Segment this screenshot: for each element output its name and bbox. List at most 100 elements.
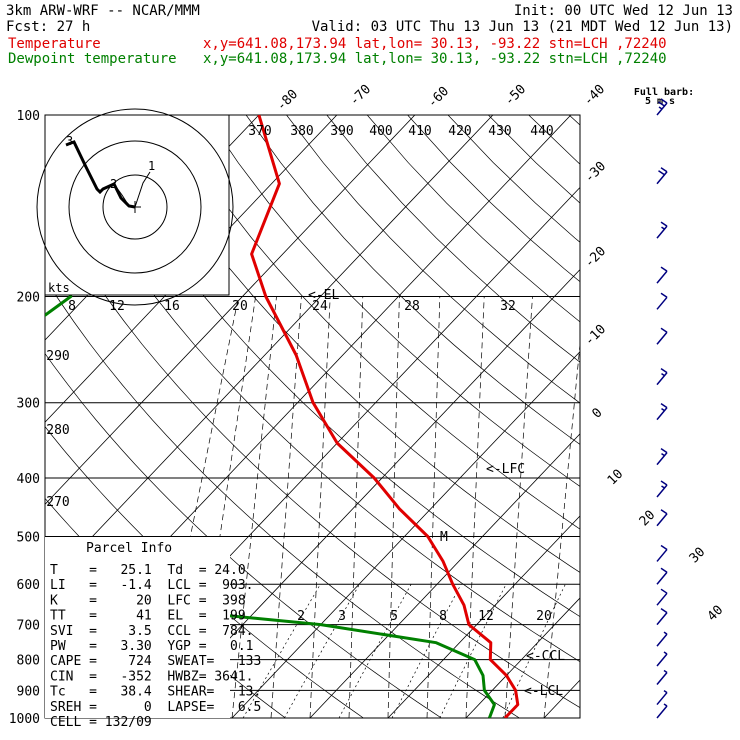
dry-adiabat-390 (326, 115, 580, 363)
parcel-info-row: SREH = 0 LAPSE= 6.5 (50, 700, 261, 715)
dry-adiabat-370 (245, 115, 580, 445)
wind-barb (656, 689, 668, 706)
mixing-ratio-line-3 (284, 584, 360, 718)
moist-adiabat-25 (504, 296, 533, 718)
ring-label-16: 16 (164, 299, 180, 314)
mixing-ratio-line-8 (391, 584, 462, 718)
parcel-info-row: CIN = -352 HWBZ= 3641. (50, 669, 254, 684)
dry-adiabat-400 (366, 115, 580, 323)
dry-adiabat-320 (45, 115, 580, 663)
hodograph-point-2: 2 (110, 177, 117, 191)
isotherm-label--40: -40 (581, 82, 608, 109)
theta-label-410: 410 (408, 124, 431, 139)
parcel-info-box: Parcel Info T = 25.1 Td = 24.0LI = -1.4 … (45, 537, 261, 730)
dry-adiabat-380 (286, 115, 580, 404)
mixing-ratio-line-5 (338, 584, 412, 718)
moist-adiabat--10 (231, 296, 277, 718)
dry-adiabat-440 (528, 115, 580, 165)
parcel-info-row: PW = 3.30 YGP = 0.1 (50, 639, 254, 654)
wind-barb (656, 368, 668, 386)
dry-adiabat-330 (84, 115, 580, 618)
theta-label-420: 420 (448, 124, 471, 139)
wind-barb (656, 703, 668, 719)
dry-adiabat-300 (45, 277, 520, 718)
hodograph-point-3: 3 (66, 134, 73, 148)
pressure-label-900: 900 (17, 684, 40, 699)
wind-barb (656, 266, 668, 284)
isotherm-label-0: 0 (589, 405, 605, 421)
hodograph: kts 1 2 3 (36, 108, 234, 306)
ring-label-28: 28 (404, 299, 420, 314)
wind-barb (656, 631, 668, 647)
el-marker: <-EL (308, 288, 339, 303)
isotherm-label--60: -60 (425, 84, 452, 111)
isotherm-label--30: -30 (582, 159, 609, 186)
moist-adiabat-35 (583, 297, 641, 719)
moist-adiabat-15 (426, 296, 441, 718)
isotherm-labels-right: -30 -20 -10 0 10 20 30 40 (582, 159, 726, 624)
theta-label-270: 270 (46, 495, 69, 510)
pressure-label-100: 100 (17, 109, 40, 124)
mixing-ratio-2: 2 (297, 609, 305, 624)
isotherm-label--70: -70 (347, 82, 374, 109)
theta-label-390: 390 (330, 124, 353, 139)
pressure-label-500: 500 (17, 530, 40, 545)
mixing-ratio-3: 3 (338, 609, 346, 624)
isotherm-label-20: 20 (637, 508, 659, 530)
pressure-label-600: 600 (17, 578, 40, 593)
temperature-station-info: x,y=641.08,173.94 lat,lon= 30.13, -93.22… (203, 36, 667, 52)
moist-adiabat-20 (465, 296, 485, 718)
dry-adiabat-410 (407, 115, 580, 283)
ccl-marker: <-CCL (526, 649, 565, 664)
wind-barb (656, 588, 668, 606)
pressure-label-800: 800 (17, 654, 40, 669)
isotherm--60 (45, 115, 416, 505)
isotherm--70 (45, 115, 338, 423)
isotherm-label-10: 10 (605, 467, 627, 489)
lfc-marker: <-LFC (486, 462, 525, 477)
wind-barb (656, 292, 668, 310)
hodograph-point-1: 1 (148, 159, 155, 173)
theta-label-440: 440 (530, 124, 553, 139)
parcel-info-row: SVI = 3.5 CCL = 784. (50, 624, 254, 639)
theta-labels-top: 370 380 390 400 410 420 430 440 (248, 124, 553, 139)
isotherm-label-30: 30 (687, 545, 709, 567)
moist-adiabat-40 (622, 297, 701, 719)
wind-barb (656, 567, 668, 585)
isotherm-label--20: -20 (582, 244, 609, 271)
mixing-ratio-labels: 2 3 5 8 12 20 (297, 609, 552, 624)
pressure-label-700: 700 (17, 619, 40, 634)
theta-label-400: 400 (369, 124, 392, 139)
ring-label-8: 8 (68, 299, 76, 314)
mixing-ratio-5: 5 (390, 609, 398, 624)
parcel-info-row: CELL = 132/09 (50, 715, 152, 730)
hodograph-ring-labels: 8 12 16 20 24 28 32 (68, 299, 516, 314)
dry-adiabat-290 (45, 352, 442, 718)
theta-label-380: 380 (290, 124, 313, 139)
wind-barb (656, 327, 668, 345)
moist-adiabat--20 (153, 296, 239, 718)
wind-barb (656, 98, 668, 116)
pressure-axis: 100 200 300 400 500 600 700 800 900 1000 (9, 109, 40, 727)
parcel-info-row: LI = -1.4 LCL = 903. (50, 578, 254, 593)
wind-barb (656, 447, 668, 466)
ring-label-32: 32 (500, 299, 516, 314)
isotherm-10 (387, 515, 580, 718)
parcel-info-row: K = 20 LFC = 398 (50, 593, 246, 608)
isotherm--50 (45, 115, 494, 588)
moist-adiabat-0 (309, 296, 331, 718)
moist-adiabat-5 (348, 296, 364, 718)
isotherm-label--10: -10 (582, 322, 609, 349)
isotherm-labels-top: -80 -70 -60 -50 -40 (274, 82, 608, 114)
dry-adiabat-310 (45, 199, 580, 709)
valid-time: Valid: 03 UTC Thu 13 Jun 13 (21 MDT Wed … (312, 19, 733, 35)
hodograph-units: kts (48, 281, 70, 295)
moist-adiabat-30 (543, 340, 580, 718)
wind-barb (656, 607, 668, 626)
moist-adiabat--5 (270, 296, 302, 718)
isotherm-0 (309, 433, 580, 718)
mixing-ratio-line-12 (439, 584, 507, 718)
ring-label-20: 20 (232, 299, 248, 314)
init-time: Init: 00 UTC Wed 12 Jun 13 (514, 3, 733, 19)
